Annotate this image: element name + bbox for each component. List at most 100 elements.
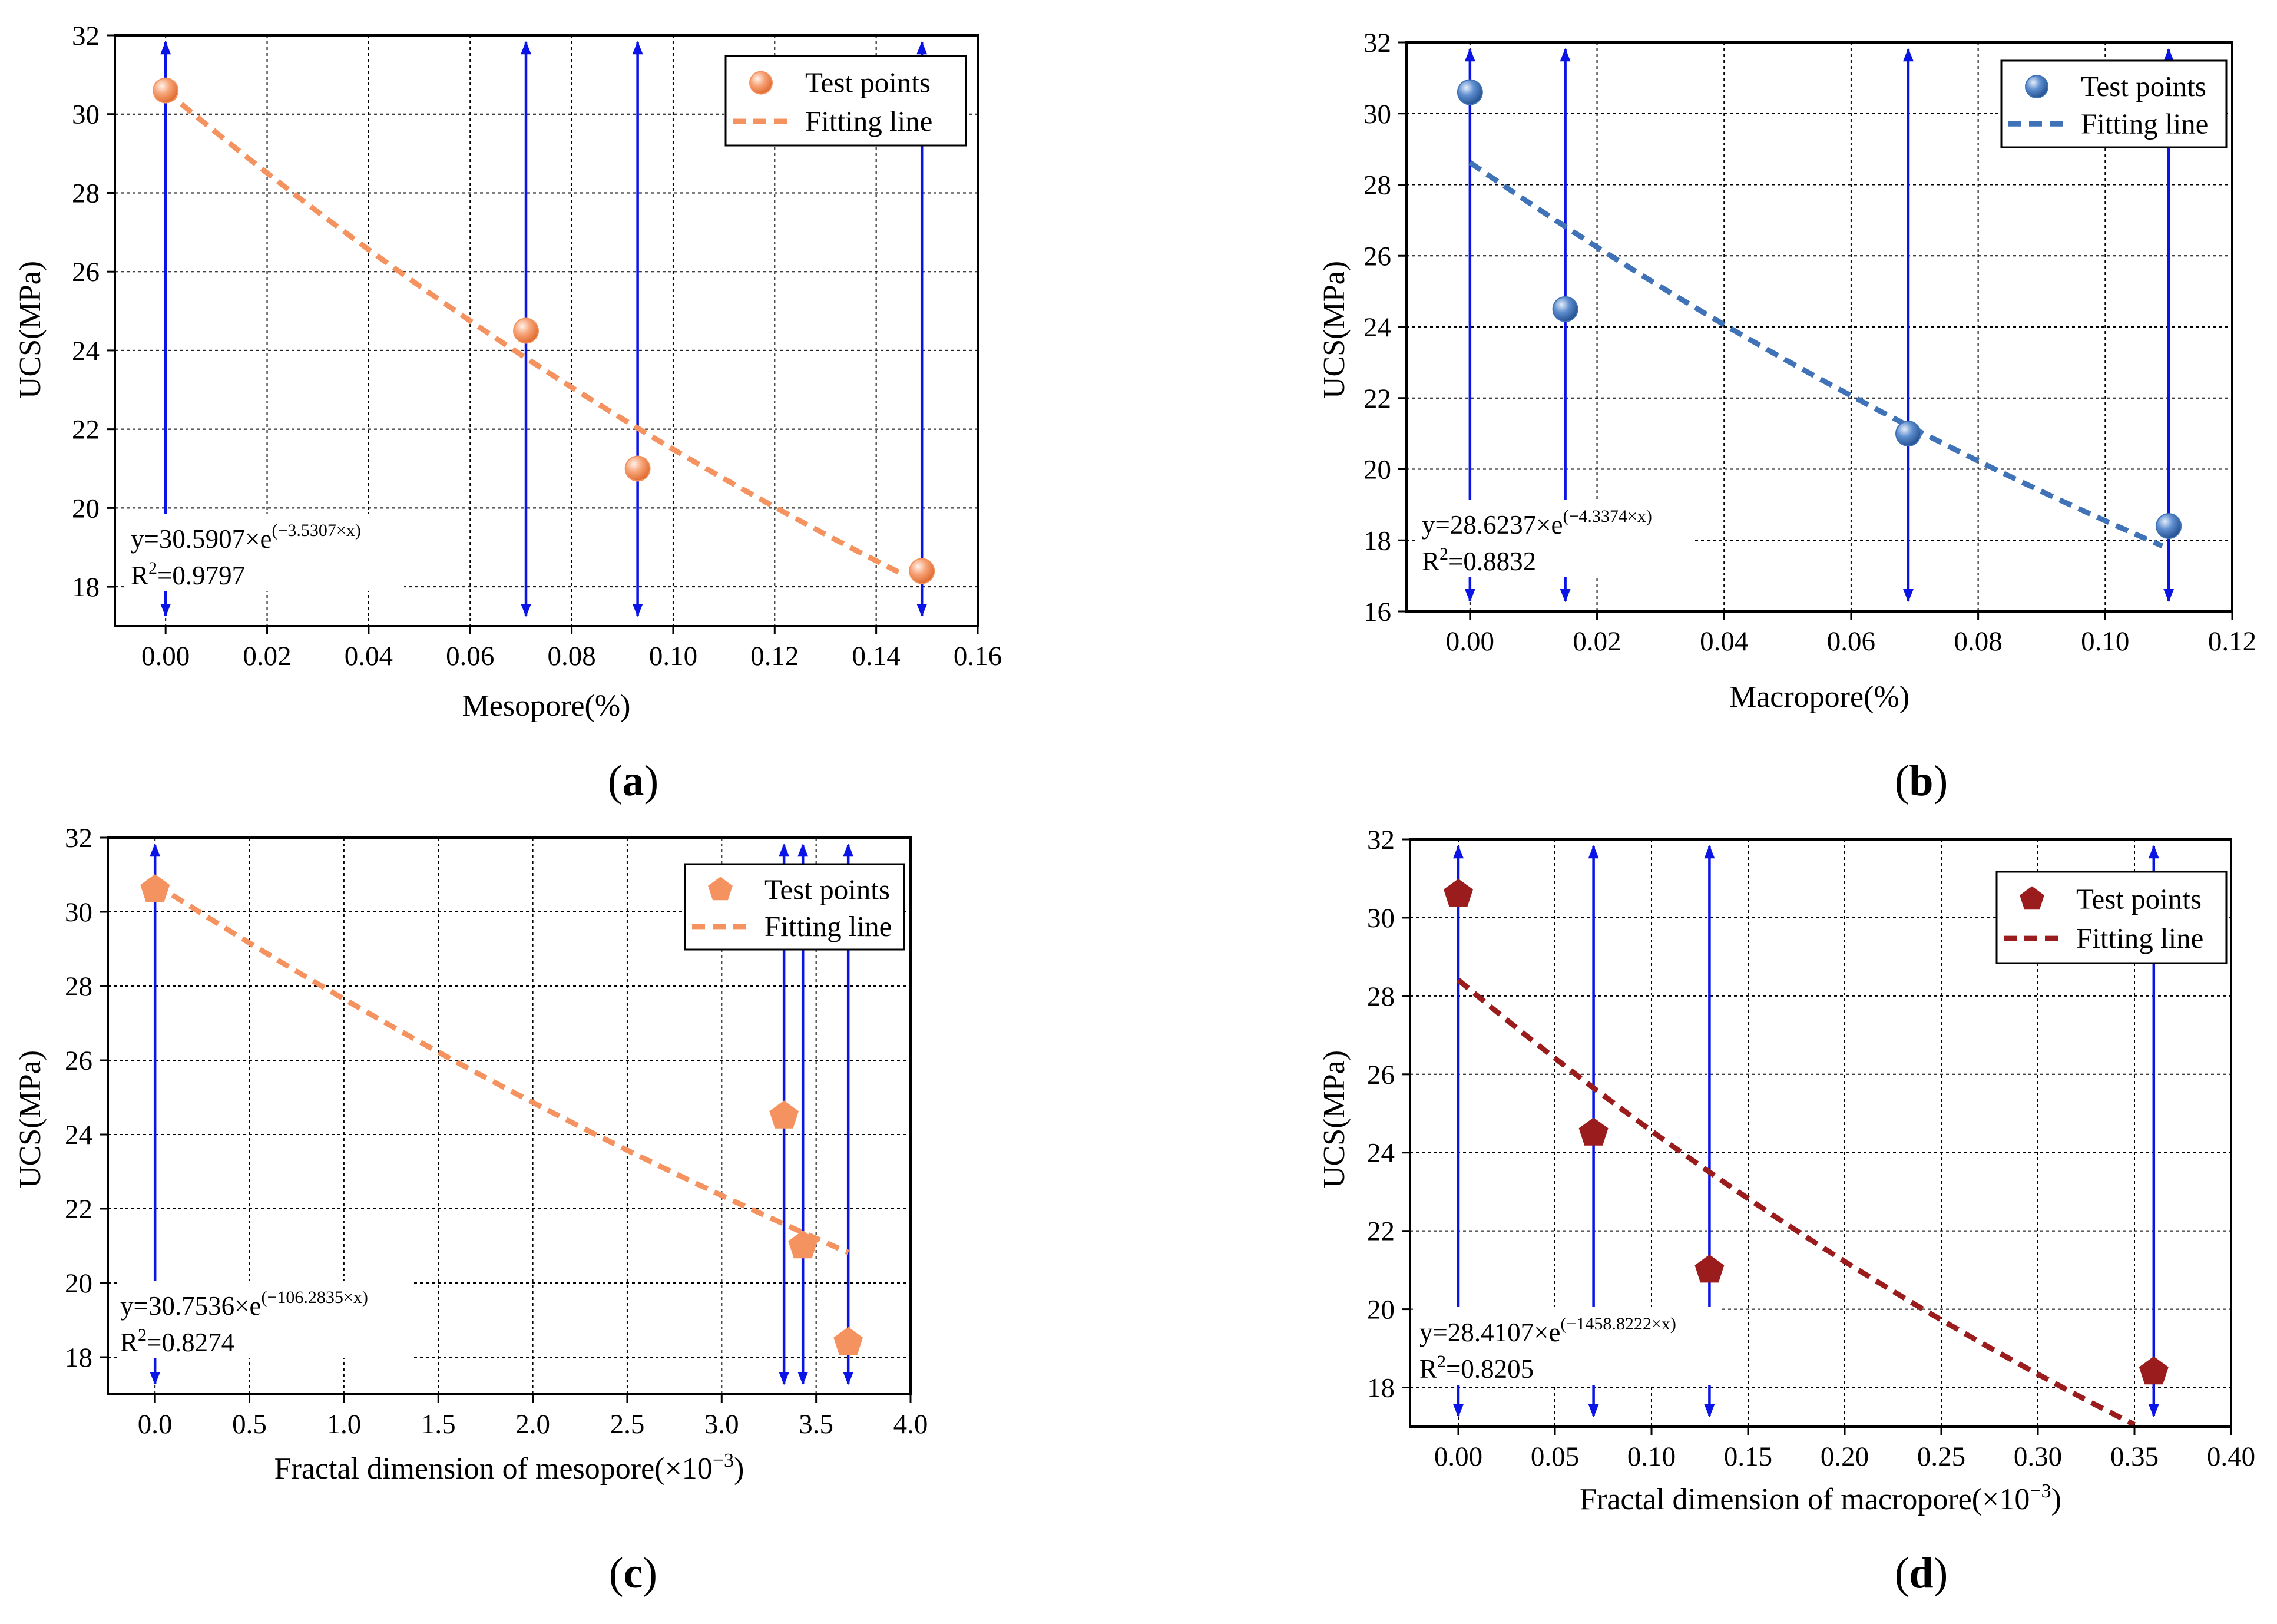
x-tick-label: 3.5 [799,1409,833,1440]
y-tick-label: 16 [1363,597,1391,627]
legend-label-line: Fitting line [805,105,932,137]
fitting-curve [1457,978,2136,1427]
equation-background [1418,500,1695,577]
r-squared: R2=0.8832 [1422,544,1536,576]
y-tick-label: 32 [72,21,100,51]
y-tick-label: 18 [65,1342,92,1373]
x-axis-title-exponent: −3 [713,1450,734,1471]
data-point [1552,296,1578,322]
equation-background [117,1281,411,1358]
chart-panel-c: 0.0 0.5 1.0 1.5 2.0 2.5 3.0 3.5 4.0 18 20 22 24 26 28 3… [14,823,928,1597]
y-tick-label: 26 [1367,1060,1395,1090]
y-tick-label: 26 [65,1046,92,1076]
y-tick-label: 18 [1367,1373,1395,1404]
y-tick-label: 22 [1367,1216,1395,1247]
legend-marker-points [2020,886,2044,910]
plot-frame [1405,41,2233,613]
x-tick-label: 0.04 [345,641,393,672]
plot-frame [107,836,912,1395]
legend-label-line: Fitting line [2081,107,2208,140]
x-tick-label: 0.15 [1724,1441,1772,1472]
x-tick-label: 0.06 [446,641,494,672]
y-tick-label: 30 [65,897,92,928]
data-point [1444,878,1473,907]
data-point [1578,1117,1609,1146]
y-tick-label: 24 [1367,1138,1395,1169]
y-axis-title: UCS(MPa) [14,1050,47,1188]
fit-equation-exponent: (−106.2835×x) [261,1288,368,1307]
panel-label-letter: d [1909,1549,1933,1597]
x-axis-title: Macropore(%) [1729,680,1909,714]
fit-equation-exponent: (−1458.8222×x) [1560,1314,1676,1334]
x-tick-label: 0.05 [1531,1441,1579,1472]
x-axis-title: Fractal dimension of macropore(×10−3) [1580,1480,2061,1516]
y-tick-label: 32 [1363,28,1391,58]
x-tick-label: 4.0 [893,1409,928,1440]
y-tick-label: 24 [1363,312,1391,343]
y-axis-title: UCS(MPa) [14,261,47,399]
panel-label-letter: b [1909,757,1933,805]
x-tick-label: 0.02 [243,641,291,672]
fit-equation-exponent: (−3.5307×x) [272,521,360,540]
x-tick-label: 0.00 [141,641,190,672]
y-tick-label: 22 [1363,383,1391,414]
x-tick-label: 1.5 [421,1409,456,1440]
plot-frame [1409,838,2232,1428]
panel-label-open: ( [1895,1549,1909,1597]
y-tick-label: 18 [72,572,100,603]
x-tick-label: 0.02 [1573,626,1621,657]
x-tick-label: 2.5 [610,1409,645,1440]
y-tick-label: 20 [72,493,100,524]
data-point [2156,513,2182,540]
panel-label-letter: c [624,1549,643,1597]
equation-background [127,514,404,591]
y-tick-label: 26 [72,257,100,287]
y-tick-label: 24 [65,1120,92,1150]
panel-label-close: ) [644,757,659,805]
y-tick-label: 32 [65,823,92,854]
y-tick-label: 22 [72,415,100,445]
data-point [1895,421,1921,447]
x-tick-label: 1.0 [327,1409,362,1440]
r-squared-value: =0.8832 [1448,547,1536,576]
plot-frame [114,34,979,627]
y-axis-title: UCS(MPa) [1318,1050,1351,1188]
r-squared-value: =0.8274 [147,1328,234,1357]
legend-label-points: Test points [2081,70,2206,102]
data-point [833,1327,863,1355]
x-tick-label: 0.5 [232,1409,267,1440]
x-tick-label: 0.06 [1827,626,1875,657]
y-tick-label: 20 [1363,455,1391,485]
legend-label-points: Test points [764,874,890,906]
x-tick-label: 0.35 [2110,1441,2159,1472]
r-squared-exponent: 2 [138,1325,147,1345]
r-squared: R2=0.8205 [1419,1352,1534,1384]
y-tick-label: 30 [1367,903,1395,934]
x-tick-label: 2.0 [515,1409,550,1440]
panel-label-open: ( [608,757,623,805]
panel-label-open: ( [609,1549,624,1597]
x-axis-title-exponent: −3 [2030,1480,2051,1502]
x-tick-label: 0.20 [1821,1441,1869,1472]
x-axis-title: Fractal dimension of mesopore(×10−3) [274,1450,744,1486]
x-tick-label: 0.0 [138,1409,173,1440]
legend-label-points: Test points [2076,883,2202,915]
y-tick-label: 24 [72,336,100,366]
fit-equation-exponent: (−4.3374×x) [1563,507,1652,526]
y-tick-label: 32 [1367,825,1395,855]
x-tick-label: 0.30 [2014,1441,2062,1472]
r-squared-exponent: 2 [148,558,157,578]
x-axis-title: Mesopore(%) [462,689,631,723]
data-point [769,1100,799,1129]
r-squared: R2=0.8274 [120,1325,234,1357]
r-squared: R2=0.9797 [131,558,245,590]
x-tick-label: 0.10 [1627,1441,1676,1472]
x-tick-label: 0.12 [2208,626,2256,657]
chart-panel-a: 0.00 0.02 0.04 0.06 0.08 0.10 0.12 0.14 0.16 18 20… [14,21,1002,805]
data-point [140,874,170,902]
panel-label: (d) [1895,1549,1948,1597]
y-tick-label: 22 [65,1194,92,1225]
r-squared-exponent: 2 [1437,1352,1446,1371]
y-tick-label: 18 [1363,525,1391,556]
